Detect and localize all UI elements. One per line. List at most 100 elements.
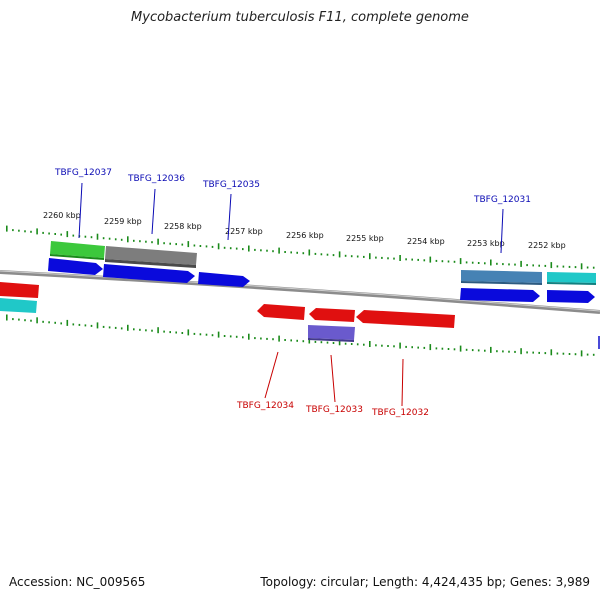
minor-tick [526,264,528,267]
minor-tick [120,238,123,241]
minor-tick [296,251,298,254]
cds-arrow-reverse[interactable] [309,308,355,322]
minor-tick [574,353,577,356]
minor-tick [363,255,365,258]
minor-tick [532,264,534,267]
minor-tick [114,238,117,241]
cds-arrow-reverse-edge[interactable] [0,282,39,298]
minor-tick [133,328,135,331]
major-tick [127,324,129,331]
gene-label-reverse[interactable]: TBFG_12032 [371,408,429,418]
minor-tick [556,352,559,355]
major-tick [36,228,38,235]
gene-label-forward[interactable]: TBFG_12035 [202,180,260,190]
minor-tick [260,337,262,340]
minor-tick [102,325,105,328]
gene-block-purple-shade [308,338,354,342]
minor-tick [151,241,153,244]
minor-tick [381,256,383,259]
minor-tick [18,229,20,232]
minor-tick [175,243,177,246]
gene-block-gray[interactable] [105,246,197,265]
gene-label-forward[interactable]: TBFG_12037 [54,168,112,178]
minor-tick [502,350,504,353]
major-tick [338,339,341,346]
cds-arrow-forward[interactable] [48,258,103,275]
minor-tick [254,248,256,251]
minor-tick [193,244,196,247]
minor-tick [411,258,413,261]
gene-block-purple[interactable] [308,325,355,340]
major-tick [338,251,341,258]
minor-tick [526,351,528,354]
minor-tick [145,240,147,243]
label-leader [151,188,156,235]
minor-tick [12,229,14,232]
minor-tick [102,237,105,240]
cds-arrow-forward[interactable] [198,272,250,287]
minor-tick [320,253,323,256]
minor-tick [532,351,534,354]
minor-tick [363,343,365,346]
minor-tick [133,239,135,242]
minor-tick [254,337,256,340]
major-tick [248,333,250,340]
major-tick [550,262,553,269]
minor-tick [465,348,468,351]
ruler-label: 2255 kbp [346,234,384,243]
minor-tick [320,341,323,344]
ruler-label: 2259 kbp [104,217,142,226]
gene-label-forward[interactable]: TBFG_12036 [127,174,185,184]
gene-label-reverse[interactable]: TBFG_12034 [236,401,294,411]
minor-tick [405,345,407,348]
gene-block-steelblue[interactable] [461,270,542,283]
minor-tick [290,251,292,254]
cds-arrow-forward[interactable] [460,288,540,302]
minor-tick [163,330,165,333]
major-tick [127,236,129,243]
major-tick [490,259,492,266]
major-tick [399,342,401,349]
minor-tick [453,348,456,351]
major-tick [308,249,311,256]
label-leader [227,193,232,241]
cds-arrow-reverse[interactable] [257,304,305,320]
minor-tick [296,339,298,342]
minor-tick [447,348,450,350]
minor-tick [350,343,353,345]
minor-tick [181,243,184,246]
minor-tick [471,349,474,352]
ruler-label: 2260 kbp [43,211,81,220]
gene-label-forward[interactable]: TBFG_12031 [473,195,531,205]
minor-tick [90,324,93,327]
cds-arrow-forward[interactable] [103,264,195,283]
minor-tick [350,255,353,258]
major-tick [429,256,432,263]
minor-tick [108,326,111,329]
gene-block-teal-edge[interactable] [0,298,37,313]
minor-tick [423,259,426,262]
minor-tick [242,336,244,339]
minor-tick [344,254,347,257]
cds-arrow-reverse[interactable] [356,310,455,328]
minor-tick [562,265,565,268]
minor-tick [568,265,571,268]
major-tick [6,314,8,321]
ruler-label: 2256 kbp [286,231,324,240]
minor-tick [592,266,595,269]
minor-tick [387,257,389,260]
gene-block-green[interactable] [50,241,105,258]
minor-tick [181,332,184,334]
minor-tick [12,318,14,321]
gene-block-teal[interactable] [547,272,596,283]
cds-arrow-forward[interactable] [547,290,595,303]
outer-tick-track [6,225,595,270]
minor-tick [223,335,226,337]
minor-tick [496,350,498,353]
minor-tick [90,236,93,239]
gene-label-reverse[interactable]: TBFG_12033 [305,405,363,415]
major-tick [6,225,8,232]
minor-tick [465,261,468,264]
minor-tick [556,265,559,268]
label-leader [401,358,404,407]
